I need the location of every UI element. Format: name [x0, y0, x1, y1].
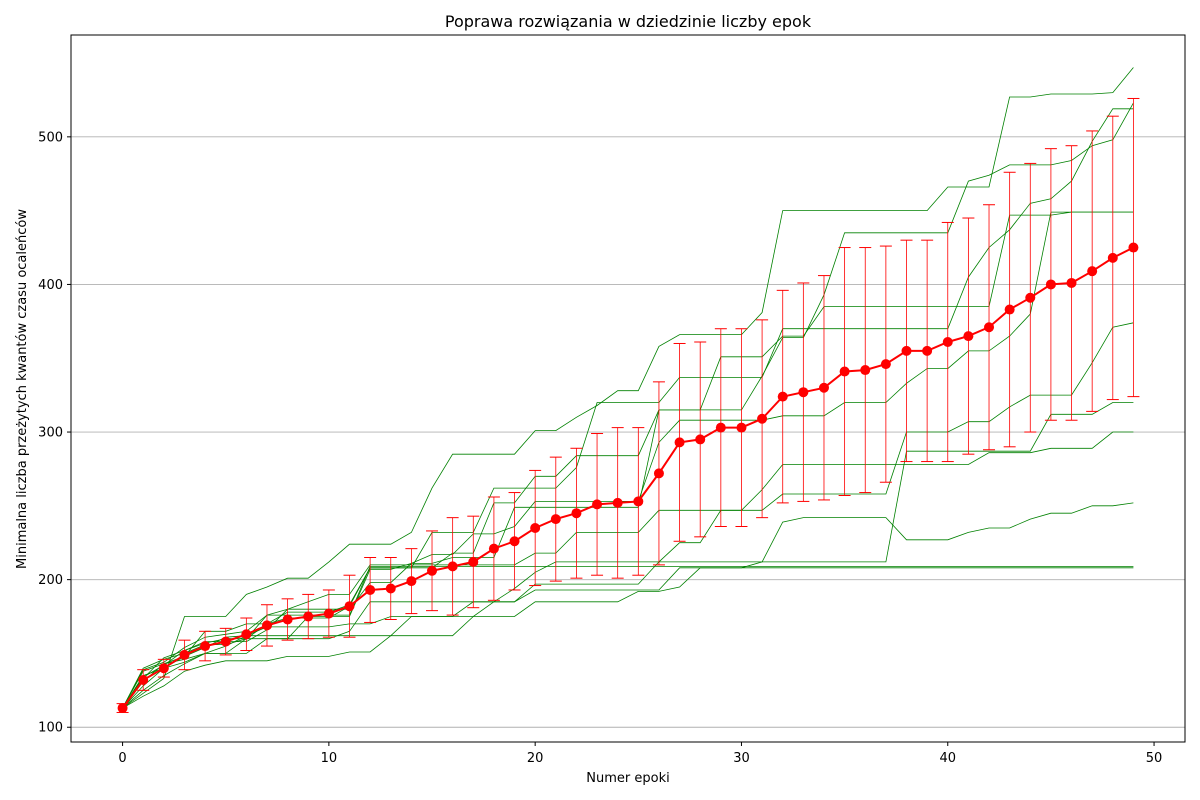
x-axis-label: Numer epoki [586, 771, 669, 786]
run-line-1 [122, 502, 1134, 709]
mean-point-47 [1087, 266, 1098, 277]
mean-point-37 [880, 359, 891, 370]
mean-point-31 [757, 413, 768, 424]
mean-point-48 [1107, 252, 1118, 263]
mean-point-9 [303, 611, 314, 622]
mean-point-34 [818, 382, 829, 393]
x-tick-label-0: 0 [118, 751, 126, 766]
run-line-4 [122, 211, 1134, 709]
mean-point-12 [365, 584, 376, 595]
y-tick-label-500: 500 [38, 130, 63, 145]
chart-title: Poprawa rozwiązania w dziedzinie liczby … [445, 12, 812, 31]
run-line-9 [122, 567, 1134, 709]
mean-point-46 [1066, 277, 1077, 288]
run-line-7 [122, 431, 1134, 709]
mean-point-0 [117, 703, 128, 714]
run-line-8 [122, 402, 1134, 709]
mean-point-45 [1045, 279, 1056, 290]
y-tick-label-200: 200 [38, 573, 63, 588]
mean-point-4 [200, 641, 211, 652]
mean-point-38 [901, 345, 912, 356]
mean-point-40 [942, 337, 953, 348]
mean-point-11 [344, 601, 355, 612]
mean-point-28 [695, 434, 706, 445]
mean-point-26 [653, 468, 664, 479]
mean-point-7 [261, 620, 272, 631]
mean-point-3 [179, 649, 190, 660]
mean-point-18 [488, 543, 499, 554]
y-axis-label: Minimalna liczba przeżytych kwantów czas… [15, 209, 30, 569]
run-line-6 [122, 322, 1134, 709]
mean-point-32 [777, 391, 788, 402]
mean-point-36 [860, 365, 871, 376]
mean-point-23 [592, 499, 603, 510]
axis-ticks: 0 10 20 30 40 50 100 200 300 400 500 [38, 130, 1162, 766]
mean-point-49 [1128, 242, 1139, 253]
plot-frame [70, 34, 1186, 743]
mean-point-42 [984, 322, 995, 333]
mean-point-41 [963, 331, 974, 342]
mean-point-21 [550, 514, 561, 525]
mean-point-19 [509, 536, 520, 547]
mean-point-20 [530, 522, 541, 533]
mean-point-22 [571, 508, 582, 519]
mean-point-16 [447, 561, 458, 572]
mean-point-14 [406, 576, 417, 587]
run-series-group [122, 67, 1134, 709]
mean-point-17 [468, 556, 479, 567]
run-line-11 [122, 566, 1134, 709]
x-tick-label-20: 20 [527, 751, 544, 766]
mean-point-5 [220, 636, 231, 647]
mean-point-43 [1004, 304, 1015, 315]
mean-point-8 [282, 614, 293, 625]
mean-point-33 [798, 387, 809, 398]
x-tick-label-50: 50 [1146, 751, 1163, 766]
x-tick-label-10: 10 [321, 751, 338, 766]
mean-point-1 [138, 675, 149, 686]
mean-point-29 [715, 422, 726, 433]
run-line-2 [122, 67, 1134, 709]
mean-point-25 [633, 496, 644, 507]
mean-point-10 [323, 608, 334, 619]
x-tick-label-40: 40 [939, 751, 956, 766]
run-line-3 [122, 108, 1134, 709]
mean-point-44 [1025, 292, 1036, 303]
x-tick-label-30: 30 [733, 751, 750, 766]
y-tick-label-100: 100 [38, 721, 63, 736]
mean-point-2 [158, 663, 169, 674]
mean-point-13 [385, 583, 396, 594]
mean-point-39 [922, 345, 933, 356]
mean-point-6 [241, 629, 252, 640]
mean-point-35 [839, 366, 850, 377]
mean-series-group [117, 242, 1139, 714]
gridlines [71, 136, 1185, 728]
mean-point-30 [736, 422, 747, 433]
mean-point-27 [674, 437, 685, 448]
y-tick-label-300: 300 [38, 426, 63, 441]
y-tick-label-400: 400 [38, 278, 63, 293]
mean-point-24 [612, 497, 623, 508]
mean-point-15 [427, 565, 438, 576]
